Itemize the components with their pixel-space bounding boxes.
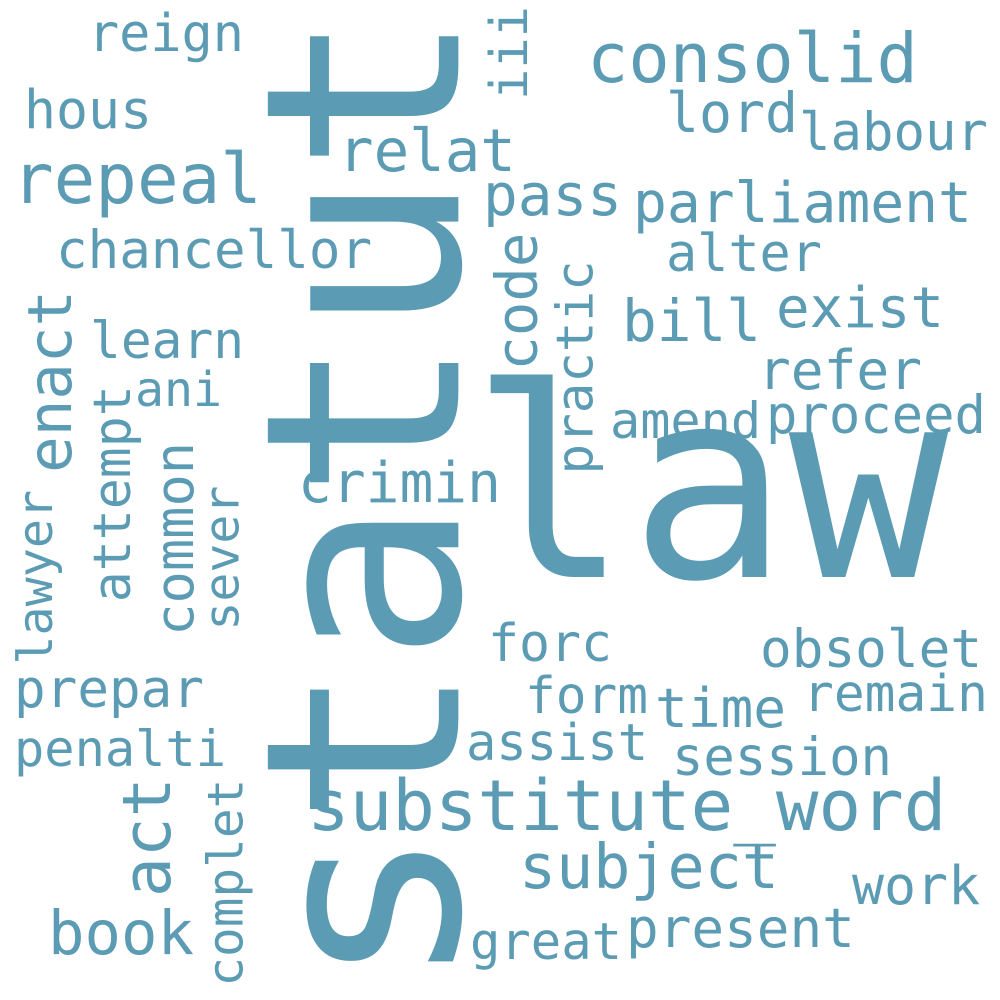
word-lord: lord [666, 80, 798, 145]
word-remain: remain [803, 664, 988, 724]
word-penalti: penalti [14, 719, 226, 778]
word-proceed: proceed [766, 385, 986, 446]
word-refer: refer [758, 338, 923, 403]
word-forc: forc [488, 614, 613, 675]
word-reign: reign [88, 3, 244, 64]
word-complet: complet [196, 778, 255, 987]
word-exist: exist [776, 275, 944, 341]
word-relat: relat [338, 116, 516, 186]
word-pass: pass [483, 160, 622, 229]
word-hous: hous [24, 78, 153, 141]
word-enact: enact [15, 289, 86, 473]
word-sever: sever [194, 485, 251, 631]
word-great: great [470, 911, 623, 971]
word-attempt: attempt [82, 385, 143, 603]
word-crimin: crimin [298, 450, 501, 516]
word-book: book [48, 899, 194, 970]
word-parliament: parliament [633, 170, 972, 236]
word-session: session [672, 727, 892, 788]
word-substitute-word: substitute_word [307, 763, 947, 847]
word-amend: amend [610, 391, 762, 450]
word-present: present [626, 896, 855, 960]
word-act: act [107, 777, 186, 898]
word-form: form [525, 667, 649, 726]
word-assist: assist [466, 713, 649, 772]
word-iii: iii [479, 5, 540, 100]
word-consolid: consolid [587, 18, 918, 99]
word-prepar: prepar [14, 659, 204, 721]
word-work: work [852, 855, 981, 918]
word-labour: labour [799, 101, 988, 163]
word-obsolet: obsolet [760, 619, 983, 681]
word-bill: bill [622, 286, 761, 355]
word-lawyer: lawyer [7, 489, 64, 665]
word-chancellor: chancellor [56, 220, 373, 282]
word-law: law [470, 332, 949, 641]
word-repeal: repeal [12, 139, 262, 220]
word-code: code [483, 232, 551, 371]
word-subject: subject [519, 831, 779, 903]
word-ani: ani [135, 361, 223, 418]
word-learn: learn [90, 310, 245, 371]
word-practic: practic [545, 259, 605, 474]
word-alter: alter [666, 223, 822, 284]
word-time: time [655, 676, 786, 740]
